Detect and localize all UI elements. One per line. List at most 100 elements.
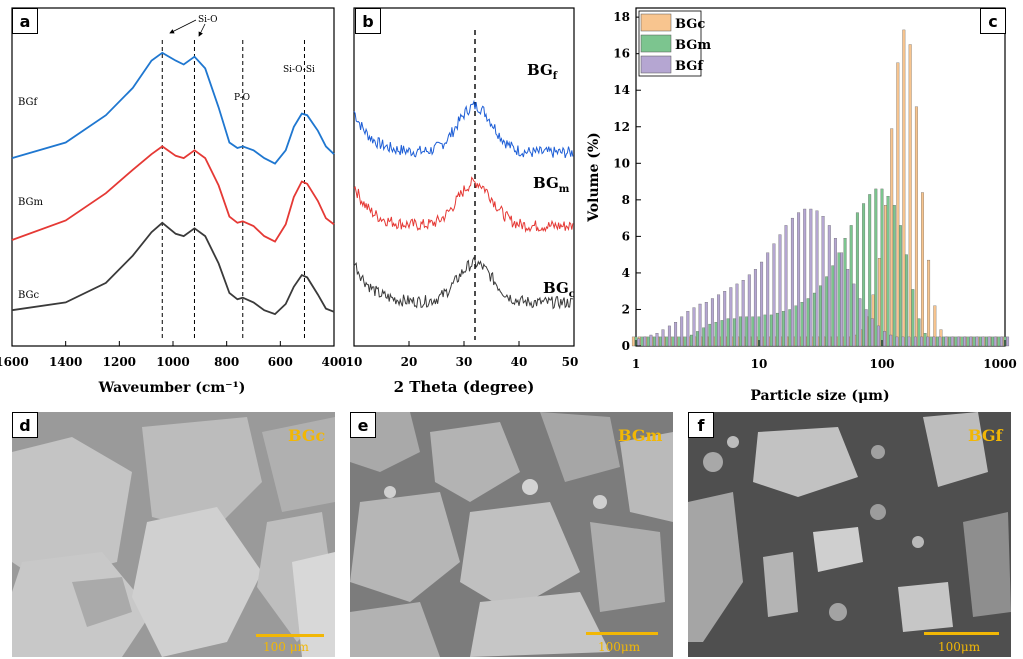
psd-bar-bgf (821, 216, 825, 347)
psd-bar-bgf (692, 307, 696, 347)
psd-bar-bgf (710, 298, 714, 347)
psd-bar-bgf (901, 336, 905, 347)
psd-bar-bgc (656, 336, 660, 347)
psd-bar-bgf (920, 336, 924, 347)
psd-bar-bgm (634, 336, 638, 347)
sem-texture-bgm (350, 412, 673, 657)
psd-bar-bgf (704, 302, 708, 347)
psd-y-tick-label: 12 (613, 120, 630, 134)
series-label-bgc: BGc (18, 290, 40, 301)
panel-label-b: b (355, 8, 381, 34)
psd-bar-bgf (772, 243, 776, 347)
xrd-x-tick-label: 30 (456, 355, 473, 369)
ftir-line-bgf (11, 51, 335, 165)
series-label-bgm: BGm (18, 197, 44, 208)
psd-bar-bgf (686, 311, 690, 347)
psd-bar-bgc (890, 128, 894, 347)
psd-bar-bgf (913, 336, 917, 347)
xrd-frame (353, 7, 575, 347)
psd-bar-bgf (938, 336, 942, 347)
psd-bar-bgc (730, 336, 734, 347)
psd-bar-bgm (892, 205, 896, 347)
psd-bar-bgc (638, 336, 641, 347)
psd-bar-bgf (741, 280, 745, 347)
psd-bar-bgm (966, 336, 970, 347)
psd-bar-bgf (637, 338, 641, 347)
xrd-line-bgc (353, 256, 573, 310)
legend-swatch-bgm (640, 34, 672, 53)
ftir-series (11, 51, 335, 316)
psd-bar-bgc (939, 329, 943, 347)
xrd-panel: 10 20 30 40 50 2 Theta (degree) BGf BGm BGc (346, 7, 578, 396)
psd-bar-bgc (908, 44, 912, 347)
xrd-series (353, 99, 574, 310)
psd-bar-bgc (927, 259, 931, 347)
psd-bar-bgm (991, 336, 995, 347)
psd-bars (631, 29, 1010, 347)
psd-bar-bgm (831, 265, 835, 347)
ftir-x-tick-label: 600 (268, 355, 293, 369)
psd-bar-bgc (798, 336, 801, 347)
psd-bar-bgf (950, 336, 954, 347)
psd-bar-bgc (896, 62, 900, 347)
scale-bar-d (256, 634, 324, 637)
psd-bar-bgf (870, 318, 874, 347)
ftir-x-tick-label: 1000 (156, 355, 189, 369)
annotation-p-o: P-O (234, 93, 250, 103)
psd-bar-bgf (956, 336, 960, 347)
sem-sample-label-bgm: BGm (618, 426, 663, 445)
xrd-x-ticks: 10 20 30 40 50 (346, 341, 578, 369)
ftir-line-bgm (11, 145, 335, 243)
psd-bar-bgm (658, 336, 662, 347)
psd-bar-bgc (785, 336, 789, 347)
ftir-panel: 1600 1400 1200 1000 800 600 400 Waveumber (cm⁻… (0, 7, 347, 396)
xrd-x-tick-label: 40 (511, 355, 528, 369)
psd-bar-bgf (655, 333, 659, 347)
psd-bar-bgf (969, 336, 973, 347)
psd-bar-bgf (797, 212, 801, 347)
psd-bar-bgc (650, 336, 654, 347)
psd-bar-bgm (794, 305, 798, 347)
psd-bar-bgm (972, 336, 976, 347)
psd-x-tick-label: 1 (632, 357, 640, 371)
psd-bar-bgm (880, 188, 884, 347)
psd-bar-bgc (834, 336, 838, 347)
psd-y-tick-label: 8 (622, 193, 630, 207)
psd-bar-bgf (723, 291, 727, 347)
psd-bar-bgf (827, 225, 831, 347)
psd-bar-bgm (954, 336, 958, 347)
psd-bar-bgc (711, 336, 715, 347)
psd-bar-bgc (736, 336, 740, 347)
psd-ticks: 1 10 100 1000 0 2 4 6 8 10 12 14 16 18 (613, 10, 1016, 371)
legend-swatch-bgf (640, 55, 672, 74)
psd-bar-bgc (773, 336, 777, 347)
psd-x-tick-label: 1000 (983, 357, 1016, 371)
psd-bar-bgm (997, 336, 1001, 347)
psd-bar-bgf (975, 336, 979, 347)
ftir-x-tick-label: 1200 (103, 355, 136, 369)
psd-bar-bgf (932, 336, 936, 347)
psd-bar-bgc (822, 336, 826, 347)
psd-bar-bgf (1006, 336, 1010, 347)
ftir-reference-lines (161, 40, 305, 340)
xrd-label-bgc: BGc (543, 279, 575, 300)
psd-bar-bgm (960, 336, 964, 347)
xrd-line-bgm (353, 176, 574, 233)
psd-y-tick-label: 6 (622, 229, 630, 243)
psd-bar-bgm (843, 238, 847, 347)
psd-bar-bgf (674, 322, 678, 347)
psd-bar-bgm (788, 309, 792, 347)
psd-bar-bgf (907, 336, 911, 347)
psd-x-tick-label: 100 (869, 357, 894, 371)
psd-bar-bgm (819, 285, 822, 347)
psd-bar-bgm (812, 292, 816, 347)
psd-bar-bgc (681, 336, 685, 347)
psd-bar-bgc (668, 336, 672, 347)
psd-bar-bgc (877, 258, 881, 347)
psd-bar-bgm (677, 336, 681, 347)
psd-bar-bgc (957, 336, 961, 347)
scale-text-d: 100 μm (263, 640, 309, 654)
psd-bar-bgm (849, 225, 853, 347)
psd-bar-bgc (921, 192, 924, 347)
sem-image-bgm: e BGm 100μm (350, 412, 673, 657)
